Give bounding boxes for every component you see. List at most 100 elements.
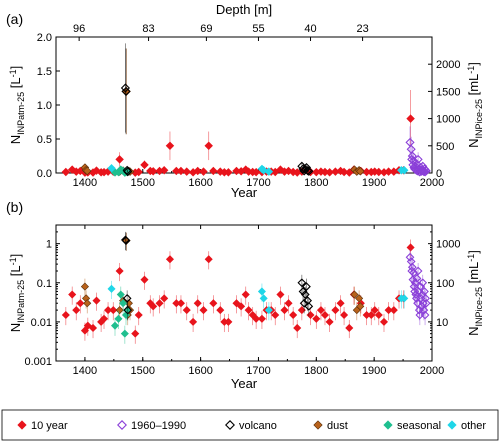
panel-a-y2tick-label-4: 2000 [436, 59, 460, 71]
panel-b-point-ten_year-54 [336, 299, 345, 308]
panel-a-label: (a) [6, 11, 23, 27]
panel-b-point-modern-13 [413, 266, 423, 276]
panel-a-xtick-label-0: 1400 [73, 177, 97, 189]
panel-a-ylabel: NINPatm-25 [L-1] [8, 66, 26, 145]
panel-b-ylabel: NINPatm-25 [L-1] [8, 254, 26, 333]
panel-b-point-ten_year-2 [72, 306, 81, 315]
panel-b-point-volcano-4 [297, 278, 307, 288]
panel-b-point-ten_year-55 [340, 310, 349, 320]
panel-a-point-ten_year-44 [284, 166, 293, 176]
panel-a-xtick-label-1: 1500 [131, 177, 155, 189]
panel-a-point-volcano-3 [123, 167, 133, 177]
panel-a-series-ten_year [61, 90, 415, 177]
panel-b-point-ten_year-3 [76, 299, 85, 308]
panel-a-ylabel-part-4: ] [8, 66, 23, 70]
panel-b-y2label-text: NINPice-25 [mL-1] [466, 250, 484, 336]
panel-a-point-volcano-2 [122, 165, 132, 175]
panel-a-y2tick-label-1: 500 [436, 141, 454, 153]
panel-a-point-volcano-8 [301, 162, 312, 173]
panel-a-point-ten_year-37 [251, 167, 261, 177]
panel-a-point-ten_year-26 [199, 167, 208, 176]
panel-b-series-modern [405, 249, 431, 326]
legend-label-modern: 1960–1990 [131, 420, 186, 432]
panel-b-point-dust-0 [80, 282, 89, 291]
panel-b-y2label: NINPice-25 [mL-1] [466, 250, 484, 336]
panel-a-y2label-part-3: -1 [466, 66, 476, 74]
panel-a-ylabel-text: NINPatm-25 [L-1] [8, 66, 26, 145]
panel-a-ylabel-part-0: N [8, 135, 23, 144]
panel-a: 1400 1500 1600 1700 1800 1900 2000 96 83 69 55 40 23… [6, 2, 484, 200]
panel-b-point-ten_year-17 [149, 302, 158, 311]
panel-b-point-ten_year-38 [257, 314, 266, 323]
panel-a-series-dust [80, 48, 365, 177]
panel-b: 1400 1500 1600 1700 1800 1900 2000 1 0.1 0.01 0.00… [6, 199, 484, 391]
legend-label-other: other [461, 420, 486, 432]
panel-b-xtick-label-4: 1800 [304, 365, 328, 377]
panel-b-y2label-part-0: N [466, 327, 481, 336]
panel-a-series-volcano [120, 43, 314, 177]
panel-b-xtick-label-6: 2000 [420, 365, 444, 377]
panel-a-point-ten_year-27 [204, 141, 213, 151]
panel-b-point-ten_year-20 [165, 255, 174, 264]
panel-b-point-dust-12 [356, 302, 365, 311]
panel-a-y2label: NINPice-25 [mL-1] [466, 62, 484, 148]
panel-b-point-ten_year-49 [312, 314, 321, 323]
panel-b-point-modern-25 [420, 310, 430, 320]
panel-a-y2label-part-4: ] [466, 62, 481, 66]
panel-b-ytick-label-3: 0.001 [24, 356, 52, 368]
panel-a-xtick-label-5: 1900 [362, 177, 386, 189]
panel-b-point-other-3 [264, 306, 273, 315]
panel-b-point-ten_year-6 [88, 323, 98, 332]
panel-b-ylabel-part-2: [L [8, 265, 23, 279]
panel-b-point-ten_year-18 [155, 299, 164, 308]
panel-a-point-ten_year-19 [159, 166, 169, 175]
panel-b-point-ten_year-15 [140, 275, 149, 284]
panel-b-point-dust-2 [83, 299, 92, 308]
panel-b-point-ten_year-46 [293, 323, 302, 332]
panel-b-point-volcano-8 [302, 282, 311, 291]
legend-label-seasonal: seasonal [397, 420, 441, 432]
panel-b-xtick-label-5: 1900 [362, 365, 386, 377]
panel-a-y2label-part-0: N [466, 139, 481, 148]
panel-b-point-ten_year-62 [374, 310, 383, 320]
panel-a-y2tick-label-3: 1500 [436, 86, 460, 98]
panel-a-ylabel-part-3: -1 [8, 69, 18, 77]
legend: 10 year 1960–1990 volcano dust seasonal other [1, 409, 499, 441]
panel-b-point-ten_year-19 [160, 294, 169, 303]
panel-b-xtick-label-0: 1400 [73, 365, 97, 377]
panel-b-point-modern-26 [421, 293, 431, 303]
panel-b-point-dust-11 [355, 294, 364, 303]
panel-a-y2label-text: NINPice-25 [mL-1] [466, 62, 484, 148]
panel-b-point-ten_year-51 [320, 310, 330, 320]
panel-b-frame [55, 224, 433, 362]
panel-b-point-ten_year-12 [115, 266, 124, 276]
panel-a-ytick-label-3: 1.5 [37, 66, 52, 78]
panel-b-point-ten_year-41 [271, 310, 280, 320]
legend-label-volcano: volcano [239, 420, 277, 432]
panel-b-point-ten_year-42 [276, 290, 285, 299]
panel-b-point-dust-3 [115, 306, 124, 315]
panel-a-point-other-0 [107, 164, 116, 173]
panel-b-point-seasonal-2 [116, 290, 125, 299]
panel-b-point-volcano-6 [299, 298, 309, 308]
panel-b-point-ten_year-63 [379, 317, 389, 326]
panel-a-point-other-5 [400, 166, 409, 175]
panel-b-point-ten_year-22 [176, 299, 185, 308]
panel-a-point-modern-13 [413, 154, 423, 164]
panel-b-point-modern-11 [412, 273, 422, 283]
panel-a-point-ten_year-31 [224, 168, 233, 177]
panel-b-xlabel: Year [231, 376, 258, 391]
panel-b-point-volcano-3 [123, 305, 133, 315]
legend-marker-seasonal [383, 420, 393, 430]
panel-b-y2label-part-3: -1 [466, 254, 476, 262]
panel-b-xtick-label-2: 1600 [188, 365, 212, 377]
panel-b-series-volcano [121, 231, 314, 321]
panel-b-y2tick-label-1: 100 [436, 278, 454, 290]
panel-a-point-volcano-10 [304, 166, 314, 176]
panel-a-ytick-label-4: 2.0 [37, 32, 52, 44]
panel-a-series-modern [405, 126, 431, 177]
panel-b-point-ten_year-37 [252, 314, 261, 323]
panel-a-y2tick-label-2: 1000 [436, 114, 460, 126]
panel-b-point-ten_year-60 [367, 310, 376, 320]
